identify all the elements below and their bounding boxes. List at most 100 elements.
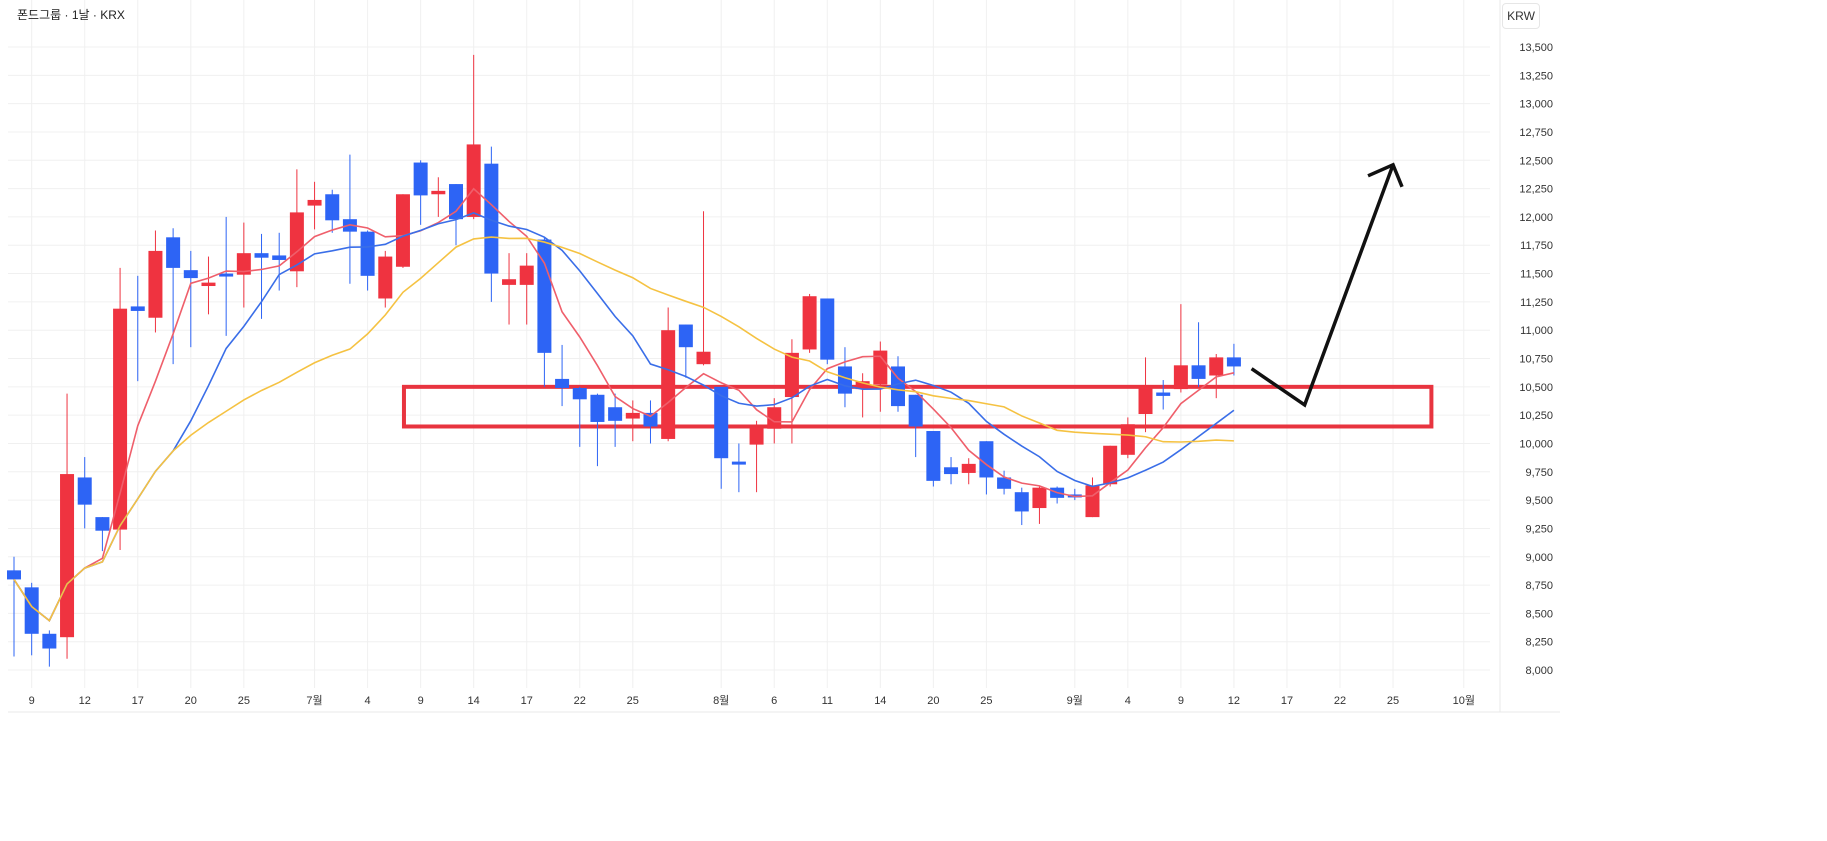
- arrow-line: [1250, 164, 1395, 408]
- forecast-arrow: [1250, 162, 1404, 408]
- candle-up: [148, 250, 163, 318]
- candle-down: [1156, 392, 1171, 396]
- price-tick-label: 8,500: [1525, 608, 1553, 620]
- date-tick-label: 7월: [306, 694, 322, 707]
- candle-down: [714, 386, 729, 459]
- price-tick-label: 10,250: [1519, 410, 1553, 422]
- price-tick-label: 9,750: [1525, 467, 1553, 479]
- price-tick-label: 10,000: [1519, 438, 1553, 450]
- price-tick-label: 9,250: [1525, 523, 1553, 535]
- price-tick-label: 11,500: [1520, 269, 1553, 281]
- candle-up: [1103, 445, 1118, 485]
- date-tick-label: 25: [627, 695, 639, 707]
- candle-down: [555, 378, 570, 388]
- candle-up: [502, 279, 517, 285]
- date-tick-label: 14: [874, 695, 886, 707]
- price-tick-label: 12,250: [1519, 184, 1553, 196]
- date-tick-label: 9: [1178, 695, 1184, 707]
- price-tick-label: 9,000: [1525, 552, 1553, 564]
- candle-up: [1209, 357, 1224, 376]
- candle-up: [784, 352, 799, 398]
- candle-down: [608, 407, 623, 421]
- candle-down: [837, 366, 852, 394]
- candle-down: [325, 194, 340, 221]
- moving-averages: [13, 187, 1235, 622]
- date-tick-label: 6: [771, 695, 777, 707]
- date-tick-label: 9: [418, 695, 424, 707]
- date-tick-label: 25: [238, 695, 250, 707]
- candle-down: [678, 324, 693, 348]
- candle-up: [855, 381, 870, 390]
- arrow-head-icon: [1367, 162, 1404, 188]
- candle-up: [625, 412, 640, 419]
- ma-line-ma20: [13, 236, 1234, 622]
- price-tick-label: 13,500: [1519, 42, 1553, 54]
- date-tick-label: 12: [79, 695, 91, 707]
- candle-up: [431, 190, 446, 195]
- price-tick-label: 8,000: [1525, 665, 1553, 677]
- candle-down: [130, 306, 145, 311]
- candle-down: [219, 273, 234, 277]
- candle-down: [979, 441, 994, 478]
- candle-down: [820, 298, 835, 360]
- candle-down: [183, 270, 198, 279]
- date-tick-label: 11: [822, 695, 833, 707]
- candle-down: [272, 255, 287, 260]
- date-tick-label: 17: [1281, 695, 1293, 707]
- candle-down: [997, 477, 1012, 489]
- currency-button[interactable]: KRW: [1502, 3, 1540, 29]
- price-tick-label: 12,750: [1519, 127, 1553, 139]
- date-tick-label: 20: [185, 695, 197, 707]
- candle-up: [802, 296, 817, 350]
- price-tick-label: 10,750: [1519, 354, 1553, 366]
- candle-down: [484, 163, 499, 274]
- candle-down: [1014, 492, 1029, 512]
- candle-down: [908, 394, 923, 427]
- date-tick-label: 20: [927, 695, 939, 707]
- candle-down: [42, 633, 57, 649]
- candle-up: [696, 351, 711, 365]
- candle-up: [378, 256, 393, 299]
- candle-down: [926, 431, 941, 481]
- date-tick-label: 22: [1334, 695, 1346, 707]
- candle-up: [1173, 365, 1188, 390]
- date-tick-label: 9: [29, 695, 35, 707]
- support-zone-box: [401, 384, 1434, 429]
- candle-up: [767, 407, 782, 429]
- candle-up: [236, 253, 251, 275]
- price-tick-label: 9,500: [1525, 495, 1553, 507]
- candle-up: [749, 427, 764, 445]
- price-axis[interactable]: 13,500 13,250 13,000 12,750 12,500 12,250 12,0…: [1519, 42, 1553, 677]
- chart-title: 폰드그룹 · 1날 · KRX: [17, 8, 125, 22]
- candle-down: [254, 253, 269, 258]
- candle-down: [891, 366, 905, 407]
- price-tick-label: 13,000: [1519, 99, 1553, 111]
- candle-down: [944, 467, 959, 475]
- candle-up: [60, 474, 75, 638]
- candle-up: [113, 308, 128, 530]
- candle-up: [466, 144, 481, 217]
- candle-down: [449, 184, 463, 220]
- price-tick-label: 11,000: [1520, 325, 1553, 337]
- candle-down: [24, 587, 39, 634]
- candle-up: [395, 194, 410, 267]
- date-tick-label: 9월: [1067, 694, 1083, 707]
- date-tick-label: 25: [980, 695, 992, 707]
- price-tick-label: 10,500: [1519, 382, 1553, 394]
- support-zone: [401, 384, 1434, 429]
- candle-down: [1191, 365, 1206, 379]
- candle-down: [413, 162, 428, 196]
- time-axis[interactable]: 9 12 17 20 25 7월 4 9 14 17 22 25 8월 6 11 14 20 25 9월 4 9 12 17…: [29, 694, 1475, 707]
- date-tick-label: 22: [574, 695, 586, 707]
- price-tick-label: 13,250: [1519, 70, 1553, 82]
- date-tick-label: 4: [365, 695, 371, 707]
- date-tick-label: 25: [1387, 695, 1399, 707]
- ma-line-ma5: [13, 187, 1235, 622]
- candle-down: [77, 477, 92, 505]
- candle-down: [537, 239, 552, 353]
- price-tick-label: 12,000: [1519, 212, 1553, 224]
- candles: [7, 54, 1241, 667]
- candle-up: [1138, 386, 1153, 415]
- candle-down: [95, 517, 110, 531]
